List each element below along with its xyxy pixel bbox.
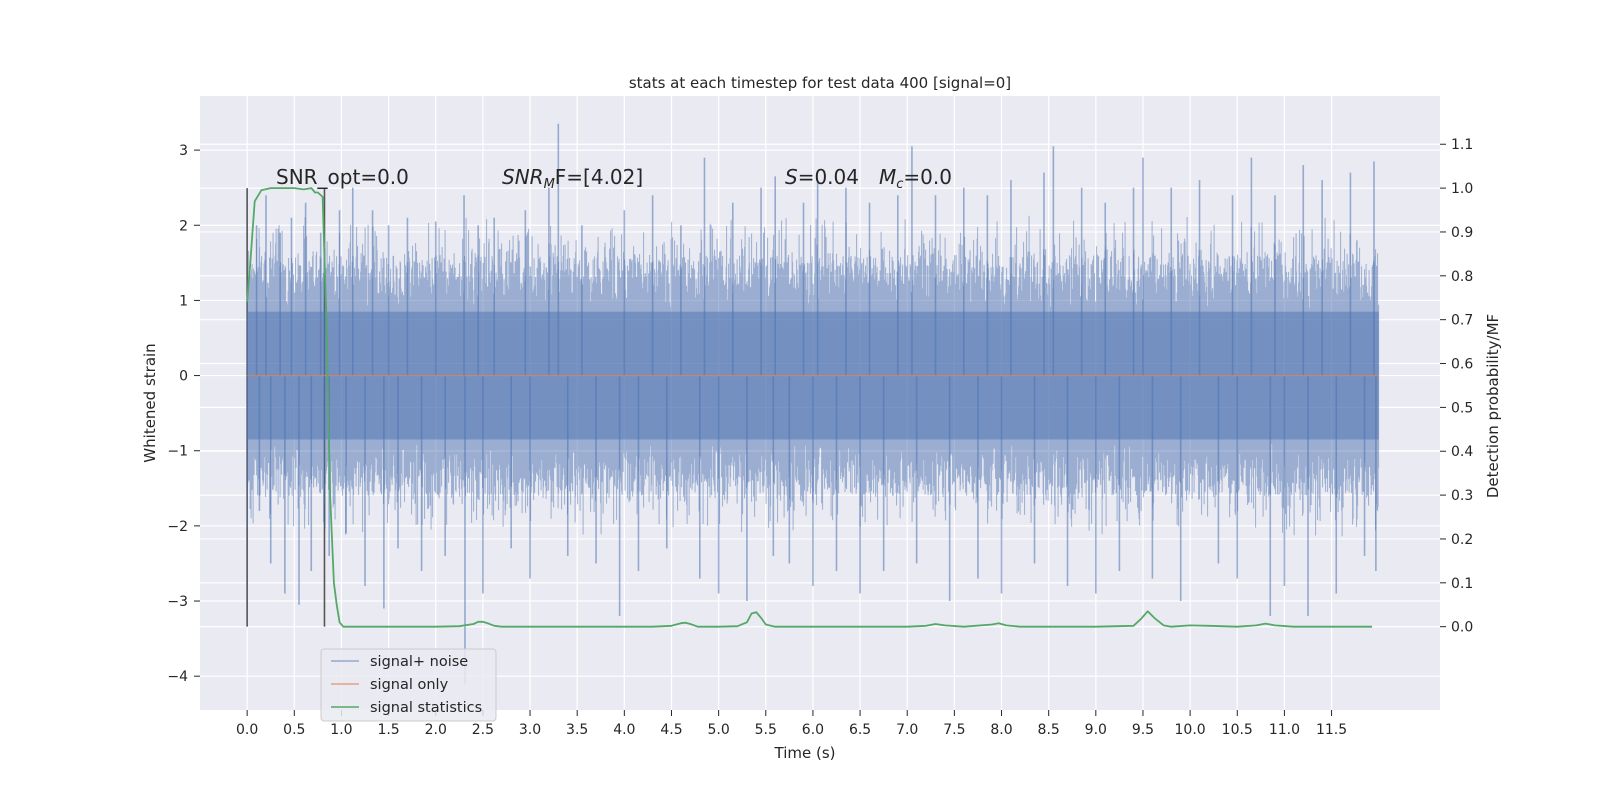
y-tick-label: −4 — [167, 669, 188, 685]
y-tick-label: 1 — [179, 293, 188, 309]
x-tick-label: 1.5 — [377, 722, 399, 738]
x-tick-label: 3.5 — [566, 722, 588, 738]
x-tick-label: 5.0 — [707, 722, 729, 738]
annotation-snr-mf-rest: F=[4.02] — [555, 165, 643, 189]
x-tick-label: 1.0 — [330, 722, 352, 738]
legend-label-noise: signal+ noise — [370, 654, 468, 670]
x-tick-label: 0.0 — [236, 722, 258, 738]
x-tick-label: 9.0 — [1085, 722, 1107, 738]
y-tick-label: −3 — [167, 594, 188, 610]
y-axis-label: Whitened strain — [141, 343, 159, 462]
annotation-snr-opt-text: SNR_opt=0.0 — [276, 165, 409, 189]
y2-tick-label: 0.4 — [1451, 444, 1473, 460]
x-tick-label: 7.5 — [943, 722, 965, 738]
svg-text:S=0.04: S=0.04 — [785, 165, 859, 189]
x-tick-label: 4.0 — [613, 722, 635, 738]
legend-label-stats: signal statistics — [370, 700, 482, 716]
x-tick-label: 8.0 — [990, 722, 1012, 738]
annotation-mc-value: =0.0 — [903, 165, 952, 189]
annotation-snr-mf: SNRMF=[4.02] — [502, 165, 643, 192]
y-tick-label: 2 — [179, 218, 188, 234]
svg-text:Mc=0.0: Mc=0.0 — [879, 165, 952, 192]
y2-axis-label: Detection probability/MF — [1484, 314, 1502, 498]
x-tick-label: 11.5 — [1316, 722, 1347, 738]
y2-tick-label: 0.9 — [1451, 225, 1473, 241]
x-tick-label: 4.5 — [660, 722, 682, 738]
y2-tick-label: 1.0 — [1451, 181, 1473, 197]
x-tick-label: 6.5 — [849, 722, 871, 738]
annotation-s-italic: S — [785, 165, 798, 189]
y2-tick-label: 0.6 — [1451, 357, 1473, 373]
x-tick-label: 2.5 — [472, 722, 494, 738]
legend-label-signal: signal only — [370, 677, 449, 693]
x-axis-label: Time (s) — [774, 744, 836, 762]
annotation-s-value: =0.04 — [798, 165, 859, 189]
annotation-snr-mf-sub: M — [544, 177, 555, 192]
svg-text:SNRMF=[4.02]: SNRMF=[4.02] — [502, 165, 643, 192]
x-tick-label: 6.0 — [802, 722, 824, 738]
x-tick-label: 8.5 — [1038, 722, 1060, 738]
y2-axis-ticks: 1.1 1.0 0.9 0.8 0.7 0.6 0.5 0.4 0.3 0.2 0.1 0.0 — [1440, 137, 1473, 636]
x-tick-label: 11.0 — [1269, 722, 1300, 738]
x-tick-label: 0.5 — [283, 722, 305, 738]
legend: signal+ noise signal only signal statist… — [320, 648, 497, 722]
annotation-mc-sub: c — [896, 177, 903, 192]
y2-tick-label: 0.3 — [1451, 488, 1473, 504]
y-tick-label: −2 — [167, 519, 188, 535]
x-tick-label: 9.5 — [1132, 722, 1154, 738]
signal-statistics-line — [246, 187, 1373, 628]
y2-tick-label: 0.5 — [1451, 400, 1473, 416]
x-tick-label: 2.0 — [425, 722, 447, 738]
y2-tick-label: 1.1 — [1451, 137, 1473, 153]
y2-tick-label: 0.7 — [1451, 313, 1473, 329]
y2-tick-label: 0.0 — [1451, 620, 1473, 636]
x-tick-label: 5.5 — [755, 722, 777, 738]
y2-tick-label: 0.1 — [1451, 576, 1473, 592]
x-tick-label: 10.5 — [1222, 722, 1253, 738]
annotation-s-mc: S=0.04 Mc=0.0 — [785, 165, 952, 192]
y-tick-label: −1 — [167, 444, 188, 460]
series-signal-statistics — [246, 187, 1373, 628]
y-tick-label: 3 — [179, 143, 188, 159]
x-tick-label: 3.0 — [519, 722, 541, 738]
annotation-mc-italic: M — [879, 165, 896, 189]
legend-box — [320, 648, 497, 722]
annotation-snr-mf-base: SNR — [502, 165, 544, 189]
y2-tick-label: 0.2 — [1451, 532, 1473, 548]
y-axis-ticks: 3 2 1 0 −1 −2 −3 −4 — [167, 143, 200, 685]
annotation-snr-opt: SNR_opt=0.0 — [276, 165, 409, 189]
x-tick-label: 7.0 — [896, 722, 918, 738]
x-tick-label: 10.0 — [1175, 722, 1206, 738]
chart-title: stats at each timestep for test data 400… — [629, 74, 1011, 92]
y-tick-label: 0 — [179, 369, 188, 385]
x-axis-ticks: 0.0 0.5 1.0 1.5 2.0 2.5 3.0 3.5 4.0 4.5 5.0 5.5 6.0 6… — [236, 710, 1347, 738]
y2-tick-label: 0.8 — [1451, 269, 1473, 285]
